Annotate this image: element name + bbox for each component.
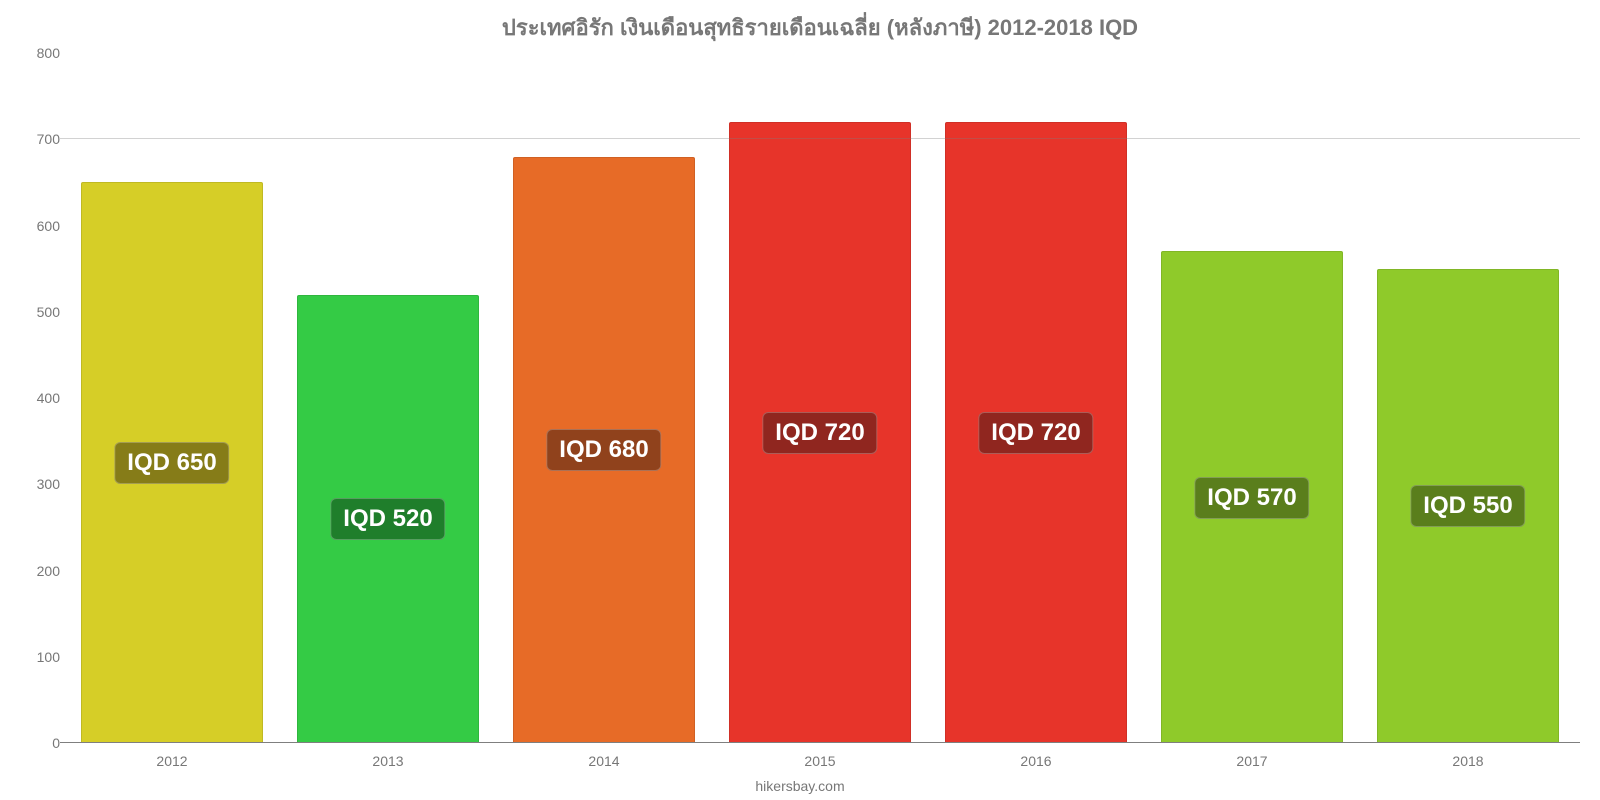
bar-value-label: IQD 550 [1410,485,1525,527]
y-tick-label: 700 [20,131,60,147]
plot-area: 0100200300400500600700800 IQD 650IQD 520… [60,53,1580,743]
x-tick-label: 2017 [1144,753,1360,769]
y-tick-label: 300 [20,476,60,492]
y-tick-label: 800 [20,45,60,61]
bar: IQD 680 [513,157,694,744]
y-tick-label: 600 [20,218,60,234]
bar-slot: IQD 570 [1144,53,1360,743]
bar: IQD 650 [81,182,262,743]
x-tick-label: 2012 [64,753,280,769]
chart-container: ประเทศอิรัก เงินเดือนสุทธิรายเดือนเฉลี่ย… [0,0,1600,800]
bar: IQD 570 [1161,251,1342,743]
x-tick-label: 2015 [712,753,928,769]
bar-slot: IQD 680 [496,53,712,743]
x-tick-label: 2013 [280,753,496,769]
bars-area: IQD 650 IQD 520 IQD 680 IQD 720 IQD 720 IQD 5… [60,53,1580,743]
bar: IQD 720 [729,122,910,743]
y-axis: 0100200300400500600700800 [20,53,60,743]
bar-slot: IQD 720 [928,53,1144,743]
bar-value-label: IQD 650 [114,442,229,484]
x-axis-baseline [60,742,1580,743]
y-tick-label: 200 [20,563,60,579]
x-tick-label: 2016 [928,753,1144,769]
bar-slot: IQD 520 [280,53,496,743]
x-axis-labels: 2012201320142015201620172018 [60,753,1580,769]
bar-slot: IQD 550 [1360,53,1576,743]
bar: IQD 520 [297,295,478,744]
bar-value-label: IQD 720 [978,412,1093,454]
x-tick-label: 2018 [1360,753,1576,769]
bar-value-label: IQD 570 [1194,477,1309,519]
bar-slot: IQD 720 [712,53,928,743]
y-tick-label: 0 [20,735,60,751]
credit-text: hikersbay.com [0,778,1600,794]
y-tick-label: 100 [20,649,60,665]
bar: IQD 720 [945,122,1126,743]
y-tick-label: 400 [20,390,60,406]
x-tick-label: 2014 [496,753,712,769]
gridline [60,138,1580,139]
bar-value-label: IQD 720 [762,412,877,454]
bar-slot: IQD 650 [64,53,280,743]
chart-title: ประเทศอิรัก เงินเดือนสุทธิรายเดือนเฉลี่ย… [60,10,1580,45]
bar-value-label: IQD 520 [330,498,445,540]
bar-value-label: IQD 680 [546,429,661,471]
y-tick-label: 500 [20,304,60,320]
bar: IQD 550 [1377,269,1558,743]
